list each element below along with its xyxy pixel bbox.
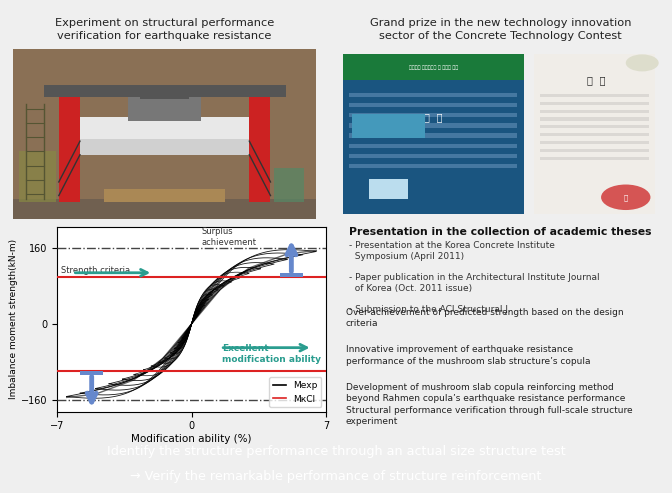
Bar bbox=[540, 102, 648, 105]
Bar bbox=[349, 113, 517, 117]
Bar bbox=[128, 97, 201, 121]
Circle shape bbox=[601, 184, 650, 210]
Bar bbox=[349, 164, 517, 169]
Y-axis label: Imbalance moment strength(kN-m): Imbalance moment strength(kN-m) bbox=[9, 239, 18, 399]
Text: 상  장: 상 장 bbox=[587, 75, 605, 85]
Text: - Submission to the ACI Structural J.: - Submission to the ACI Structural J. bbox=[349, 305, 511, 314]
Bar bbox=[343, 54, 523, 214]
Text: Innovative improvement of earthquake resistance
performance of the mushroom slab: Innovative improvement of earthquake res… bbox=[346, 346, 591, 366]
Bar bbox=[540, 117, 648, 120]
Bar bbox=[352, 114, 425, 138]
Bar bbox=[249, 97, 271, 202]
Bar bbox=[540, 94, 648, 97]
Text: Presentation in the collection of academic theses: Presentation in the collection of academ… bbox=[349, 227, 652, 237]
Bar bbox=[349, 103, 517, 107]
Bar bbox=[44, 85, 286, 97]
Bar bbox=[540, 149, 648, 152]
Bar bbox=[13, 199, 316, 219]
Text: 상  장: 상 장 bbox=[424, 112, 442, 122]
Text: Development of mushroom slab copula reinforcing method
beyond Rahmen copula’s ea: Development of mushroom slab copula rein… bbox=[346, 383, 632, 426]
Bar bbox=[540, 125, 648, 128]
Circle shape bbox=[626, 54, 659, 71]
Text: Surplus
achievement: Surplus achievement bbox=[201, 227, 256, 246]
Legend: Mexp, MкCI: Mexp, MкCI bbox=[269, 378, 321, 407]
X-axis label: Modification ability (%): Modification ability (%) bbox=[131, 434, 252, 444]
Bar bbox=[349, 143, 517, 148]
Bar bbox=[534, 54, 655, 214]
Bar bbox=[349, 134, 517, 138]
Text: Identify the structure performance through an actual size structure test: Identify the structure performance throu… bbox=[107, 445, 565, 458]
Bar bbox=[104, 189, 225, 202]
Bar bbox=[80, 117, 249, 141]
Bar bbox=[140, 92, 189, 99]
Text: Experiment on structural performance
verification for earthquake resistance: Experiment on structural performance ver… bbox=[55, 18, 274, 41]
Bar bbox=[369, 178, 409, 199]
Bar bbox=[59, 97, 80, 202]
Text: → Verify the remarkable performance of structure reinforcement: → Verify the remarkable performance of s… bbox=[130, 470, 542, 483]
Bar bbox=[280, 273, 303, 277]
Bar bbox=[540, 109, 648, 113]
Text: Grand prize in the new technology innovation
sector of the Concrete Technology C: Grand prize in the new technology innova… bbox=[370, 18, 632, 41]
Bar bbox=[540, 133, 648, 136]
Text: Strength criteria: Strength criteria bbox=[61, 266, 130, 275]
Bar bbox=[274, 168, 304, 202]
Bar bbox=[19, 151, 56, 202]
Bar bbox=[349, 93, 517, 97]
Text: - Presentation at the Korea Concrete Institute
  Symposium (April 2011): - Presentation at the Korea Concrete Ins… bbox=[349, 242, 555, 261]
Bar bbox=[80, 371, 103, 375]
Text: 콘크리트 기술경연회 및 우수작 품상: 콘크리트 기술경연회 및 우수작 품상 bbox=[409, 65, 458, 70]
Text: Over-achievement of predicted strength based on the design
criteria: Over-achievement of predicted strength b… bbox=[346, 308, 624, 328]
Bar bbox=[349, 154, 517, 158]
Bar bbox=[349, 123, 517, 128]
Text: 인: 인 bbox=[624, 194, 628, 201]
Bar bbox=[80, 140, 249, 155]
Bar bbox=[343, 54, 523, 80]
Text: Excellent
modification ability: Excellent modification ability bbox=[222, 344, 321, 364]
Text: - Paper publication in the Architectural Institute Journal
  of Korea (Oct. 2011: - Paper publication in the Architectural… bbox=[349, 273, 600, 293]
Bar bbox=[540, 141, 648, 144]
Bar bbox=[540, 157, 648, 160]
